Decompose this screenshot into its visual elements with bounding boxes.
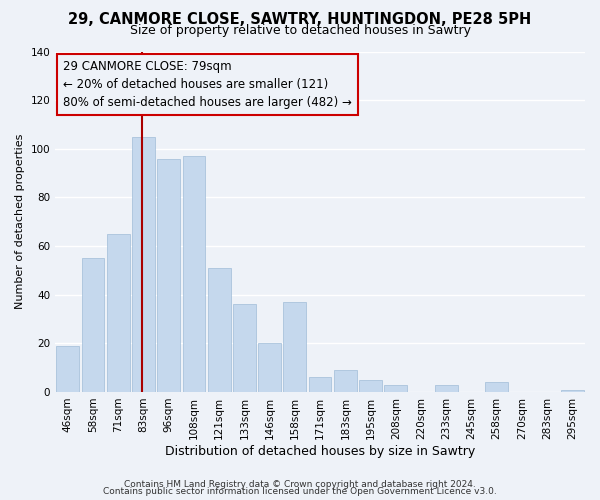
Bar [56,346,79,392]
Y-axis label: Number of detached properties: Number of detached properties [15,134,25,310]
Bar [258,344,281,392]
Bar [309,378,331,392]
Bar [435,384,458,392]
Bar [208,268,230,392]
Bar [359,380,382,392]
Bar [107,234,130,392]
Bar [334,370,356,392]
Text: Contains HM Land Registry data © Crown copyright and database right 2024.: Contains HM Land Registry data © Crown c… [124,480,476,489]
Text: 29 CANMORE CLOSE: 79sqm
← 20% of detached houses are smaller (121)
80% of semi-d: 29 CANMORE CLOSE: 79sqm ← 20% of detache… [63,60,352,109]
Text: Contains public sector information licensed under the Open Government Licence v3: Contains public sector information licen… [103,487,497,496]
Bar [561,390,584,392]
Bar [385,384,407,392]
Bar [485,382,508,392]
Text: Size of property relative to detached houses in Sawtry: Size of property relative to detached ho… [130,24,470,37]
Bar [157,158,180,392]
X-axis label: Distribution of detached houses by size in Sawtry: Distribution of detached houses by size … [165,444,475,458]
Bar [82,258,104,392]
Bar [283,302,306,392]
Text: 29, CANMORE CLOSE, SAWTRY, HUNTINGDON, PE28 5PH: 29, CANMORE CLOSE, SAWTRY, HUNTINGDON, P… [68,12,532,28]
Bar [132,136,155,392]
Bar [182,156,205,392]
Bar [233,304,256,392]
